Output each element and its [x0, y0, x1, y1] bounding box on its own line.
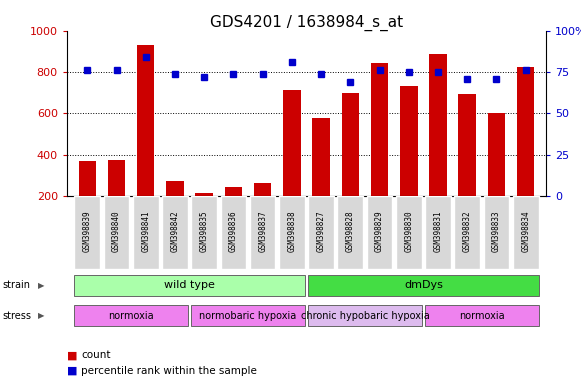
- Text: GSM398835: GSM398835: [200, 210, 209, 252]
- Bar: [191, 305, 305, 326]
- Bar: [133, 196, 159, 269]
- Bar: [309, 196, 334, 269]
- Text: stress: stress: [3, 311, 32, 321]
- Bar: [283, 89, 300, 196]
- Text: normoxia: normoxia: [108, 311, 154, 321]
- Bar: [371, 63, 388, 196]
- Bar: [483, 196, 510, 269]
- Bar: [195, 193, 213, 196]
- Bar: [254, 184, 271, 196]
- Bar: [517, 67, 535, 196]
- Bar: [221, 196, 246, 269]
- Text: GSM398840: GSM398840: [112, 210, 121, 252]
- Text: GSM398828: GSM398828: [346, 210, 355, 252]
- Text: chronic hypobaric hypoxia: chronic hypobaric hypoxia: [300, 311, 429, 321]
- Text: GSM398834: GSM398834: [521, 210, 530, 252]
- Text: GSM398839: GSM398839: [83, 210, 92, 252]
- Text: wild type: wild type: [164, 280, 215, 290]
- Bar: [308, 305, 422, 326]
- Text: normobaric hypoxia: normobaric hypoxia: [199, 311, 297, 321]
- Text: ▶: ▶: [38, 311, 44, 320]
- Bar: [342, 93, 359, 196]
- Bar: [487, 113, 505, 196]
- Bar: [166, 181, 184, 196]
- Text: GSM398827: GSM398827: [317, 210, 325, 252]
- Bar: [513, 196, 539, 269]
- Bar: [396, 196, 422, 269]
- Text: GSM398832: GSM398832: [462, 210, 472, 252]
- Text: GSM398838: GSM398838: [288, 210, 296, 252]
- Bar: [308, 275, 539, 296]
- Bar: [107, 160, 125, 196]
- Text: GSM398836: GSM398836: [229, 210, 238, 252]
- Bar: [425, 196, 451, 269]
- Bar: [191, 196, 217, 269]
- Text: ■: ■: [67, 350, 77, 360]
- Bar: [400, 86, 418, 196]
- Text: GSM398831: GSM398831: [433, 210, 443, 252]
- Text: GSM398841: GSM398841: [141, 210, 150, 252]
- Bar: [313, 118, 330, 196]
- Text: GSM398837: GSM398837: [258, 210, 267, 252]
- Text: GSM398830: GSM398830: [404, 210, 413, 252]
- Bar: [162, 196, 188, 269]
- Text: strain: strain: [3, 280, 31, 290]
- Text: GSM398842: GSM398842: [170, 210, 180, 252]
- Bar: [454, 196, 480, 269]
- Text: normoxia: normoxia: [459, 311, 505, 321]
- Bar: [74, 275, 305, 296]
- Text: ■: ■: [67, 366, 77, 376]
- Bar: [338, 196, 363, 269]
- Text: GSM398829: GSM398829: [375, 210, 384, 252]
- Text: dmDys: dmDys: [404, 280, 443, 290]
- Bar: [250, 196, 275, 269]
- Bar: [279, 196, 304, 269]
- Bar: [137, 45, 155, 196]
- Bar: [225, 187, 242, 196]
- Bar: [78, 161, 96, 196]
- Text: percentile rank within the sample: percentile rank within the sample: [81, 366, 257, 376]
- Bar: [458, 94, 476, 196]
- Text: count: count: [81, 350, 111, 360]
- Bar: [74, 196, 100, 269]
- Bar: [74, 305, 188, 326]
- Bar: [367, 196, 392, 269]
- Title: GDS4201 / 1638984_s_at: GDS4201 / 1638984_s_at: [210, 15, 403, 31]
- Text: ▶: ▶: [38, 281, 44, 290]
- Bar: [425, 305, 539, 326]
- Text: GSM398833: GSM398833: [492, 210, 501, 252]
- Bar: [429, 55, 447, 196]
- Bar: [103, 196, 130, 269]
